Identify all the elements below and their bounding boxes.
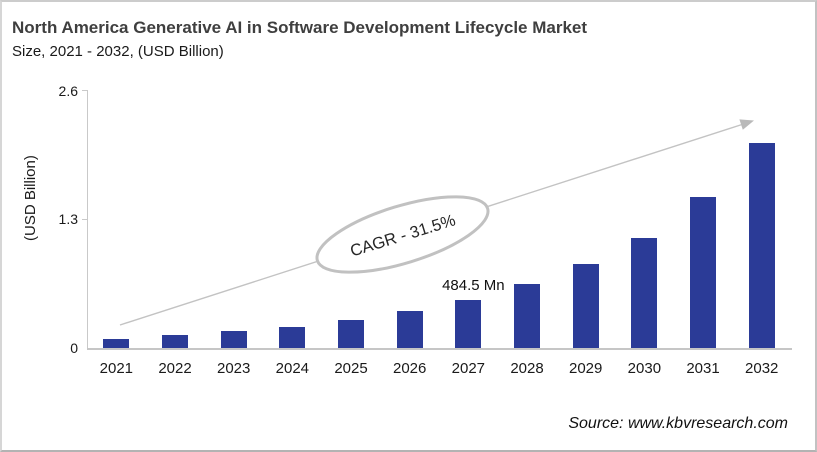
bar-2027 [455,299,482,348]
cagr-ellipse [315,195,490,274]
y-tick-label-0: 0 [70,340,78,356]
trend-arrowhead-icon [739,119,754,130]
bar-2026 [396,311,423,348]
bar-2022 [162,335,188,348]
x-tick-label-2031: 2031 [686,360,720,377]
x-tick-label-2021: 2021 [99,360,134,377]
cagr-label: CAGR - 31.5% [348,211,458,260]
y-tick-label-1-3: 1.3 [58,211,78,227]
chart-subtitle: Size, 2021 - 2032, (USD Billion) [12,43,224,60]
bar-2023 [220,331,247,348]
bar-2024 [279,327,306,348]
y-tick-mark-1-3 [82,219,87,220]
y-tick-label-2-6: 2.6 [58,83,78,99]
y-axis-line [87,90,88,348]
bar-2030 [631,237,658,348]
x-tick-label-2026: 2026 [392,360,427,377]
y-tick-mark-2-6 [82,90,87,91]
bar-2025 [338,320,364,348]
bar-2021 [103,339,130,348]
y-axis-title: (USD Billion) [22,155,39,241]
x-tick-label-2030: 2030 [627,360,662,377]
x-axis-line [87,348,792,350]
bar-2032 [748,142,775,348]
x-tick-label-2027: 2027 [451,360,486,377]
x-tick-label-2024: 2024 [275,360,310,377]
x-tick-label-2023: 2023 [216,360,251,377]
x-tick-label-2029: 2029 [569,360,603,377]
x-tick-label-2032: 2032 [745,360,779,377]
bar-2028 [514,284,541,348]
bar-2029 [572,263,599,348]
x-tick-label-2028: 2028 [510,360,544,377]
x-tick-label-2022: 2022 [158,360,192,377]
source-credit: Source: www.kbvresearch.com [568,415,788,432]
bar-2031 [690,197,717,348]
chart-title: North America Generative AI in Software … [12,18,588,37]
value-label-2027: 484.5 Mn [442,276,505,294]
x-tick-label-2025: 2025 [334,360,368,377]
